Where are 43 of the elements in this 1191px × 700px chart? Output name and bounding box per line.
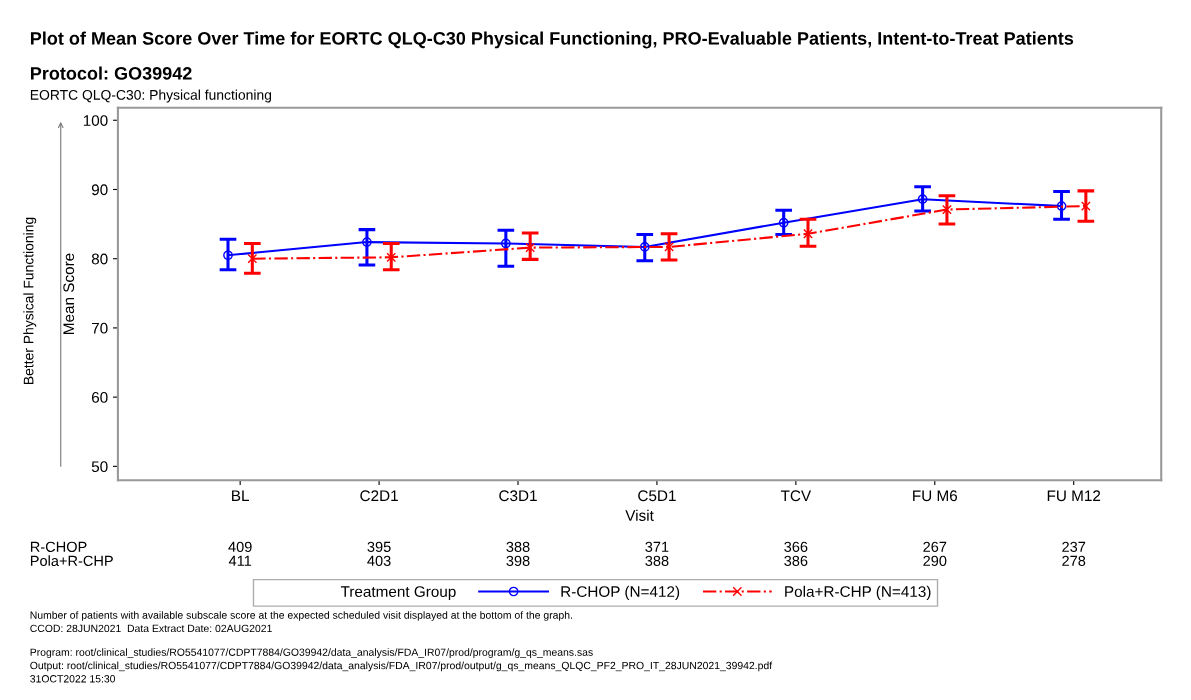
text: 388 xyxy=(506,541,530,553)
y-tick-label: 90 xyxy=(91,184,108,196)
x-tick-label: FU M6 xyxy=(913,490,958,502)
y-axis-title: Mean Score xyxy=(63,253,75,334)
y-tick-label: 100 xyxy=(83,115,108,126)
text: Better Physical Functioning xyxy=(23,217,37,384)
text: 371 xyxy=(645,541,669,553)
x-tick-label: C2D1 xyxy=(360,490,398,502)
legend-label: Pola+R-CHP (N=413) xyxy=(785,585,931,601)
text: 31OCT2022 15:30 xyxy=(30,675,116,683)
x-tick-label: TCV xyxy=(780,490,812,502)
y-tick-label: 50 xyxy=(91,461,108,473)
text: R-CHOP xyxy=(30,541,87,553)
legend-title: Treatment Group xyxy=(340,586,456,601)
text: 237 xyxy=(1062,541,1086,553)
text: 411 xyxy=(228,555,252,566)
x-tick-label: C5D1 xyxy=(638,490,676,502)
text: Program: root/clinical_studies/RO5541077/CDPT7884/GO39942/data_analysis/FDA_IR07/prod/program/g_qs_means.sas xyxy=(30,648,593,658)
text: Pola+R-CHP xyxy=(30,555,113,567)
text: 403 xyxy=(367,555,391,567)
text: 278 xyxy=(1062,555,1086,567)
x-tick-label: BL xyxy=(232,490,249,501)
text: 409 xyxy=(228,541,252,553)
text: 395 xyxy=(367,541,391,553)
x-tick-label: FU M12 xyxy=(1047,490,1101,502)
y-tick-label: 60 xyxy=(91,392,108,403)
x-axis-title: Visit xyxy=(625,509,654,521)
text: 366 xyxy=(784,541,808,553)
chart-title: Plot of Mean Score Over Time for EORTC QLQ-C30 Physical Functioning, PRO-Evaluable Patients, Intent-to-Treat Patients xyxy=(30,31,1074,49)
text: 267 xyxy=(923,541,947,553)
legend-label: R-CHOP (N=412) xyxy=(561,585,680,601)
x-tick-label: C3D1 xyxy=(499,490,537,502)
y-tick-label: 80 xyxy=(91,253,108,265)
text: 398 xyxy=(506,555,530,567)
y-tick-label: 70 xyxy=(91,322,108,334)
text: 290 xyxy=(923,555,947,567)
text: 388 xyxy=(645,555,669,567)
text: Number of patients with available subscale score at the expected scheduled visit displayed at the bottom of the graph. xyxy=(30,611,572,621)
text: Output: root/clinical_studies/RO5541077/CDPT7884/GO39942/data_analysis/FDA_IR07/prod/output/g_qs_means_QLQC_PF2_PRO_IT_28JUN2021_39942.pdf xyxy=(30,661,773,672)
text: 386 xyxy=(784,555,808,567)
text: CCOD: 28JUN2021 Data Extract Date: 02AUG2021 xyxy=(30,624,272,633)
chart-subtitle: Protocol: GO39942 xyxy=(30,66,192,80)
text: EORTC QLQ-C30: Physical functioning xyxy=(30,89,272,103)
